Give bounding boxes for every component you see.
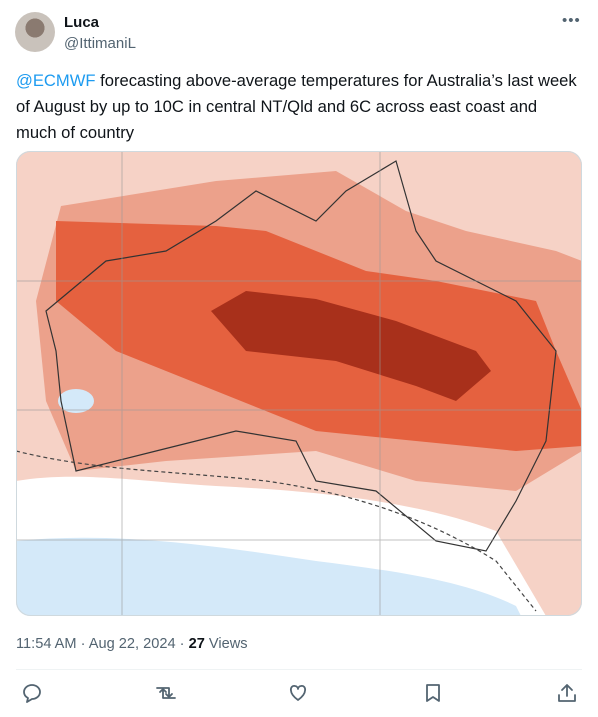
tweet-meta: 11:54 AM · Aug 22, 2024 · 27 Views — [16, 636, 248, 652]
mention[interactable]: @ECMWF — [16, 71, 96, 90]
time[interactable]: 11:54 AM — [16, 636, 77, 652]
share-button[interactable] — [558, 684, 576, 702]
action-bar — [23, 684, 576, 703]
like-button[interactable] — [289, 685, 307, 701]
retweet-button[interactable] — [156, 687, 176, 699]
more-button[interactable]: ••• — [562, 12, 581, 29]
date[interactable]: Aug 22, 2024 — [88, 636, 176, 652]
separator: · — [179, 636, 185, 652]
bookmark-button[interactable] — [426, 684, 440, 702]
author-handle[interactable]: @IttimaniL — [64, 35, 136, 52]
divider — [16, 669, 582, 670]
tweet-text: @ECMWF forecasting above-average tempera… — [16, 68, 582, 146]
tweet-body: forecasting above-average temperatures f… — [16, 71, 577, 142]
forecast-map[interactable] — [16, 151, 582, 616]
author-name[interactable]: Luca — [64, 14, 100, 31]
separator: · — [80, 636, 86, 652]
view-count: 27 — [188, 636, 205, 652]
views-label: Views — [208, 636, 248, 652]
avatar[interactable] — [15, 12, 55, 52]
reply-button[interactable] — [23, 684, 41, 703]
